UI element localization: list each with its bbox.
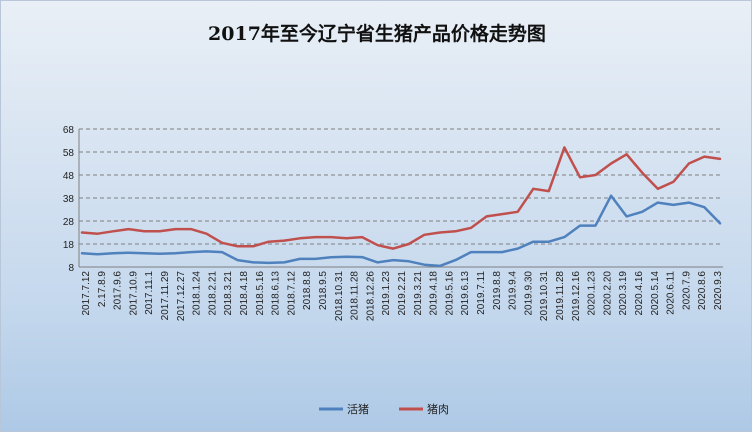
y-tick-label: 68	[63, 125, 75, 136]
x-tick-label: 2017.11.29	[160, 271, 171, 321]
y-tick-label: 38	[63, 194, 75, 205]
x-tick-label: 2020.6.11	[666, 271, 677, 315]
x-tick-label: 2020.3.19	[618, 271, 629, 316]
x-tick-label: 2018.4.18	[239, 271, 250, 316]
y-tick-label: 28	[63, 217, 75, 228]
x-tick-label: 2020.7.9	[681, 271, 692, 310]
x-tick-label: 2018.3.21	[223, 271, 234, 316]
x-tick-label: 2019.10.31	[539, 271, 550, 321]
x-tick-label: 2017.12.27	[176, 271, 187, 321]
x-tick-label: 2018.10.31	[334, 271, 345, 321]
x-tick-label: 2017.7.12	[81, 271, 92, 316]
x-tick-label: 2018.1.24	[192, 271, 203, 316]
x-tick-label: 2018.5.16	[255, 271, 266, 316]
x-tick-label: 2020.5.14	[650, 271, 661, 316]
series-line-live-hog	[80, 194, 722, 268]
x-tick-label: 2019.2.21	[397, 271, 408, 316]
x-tick-label: 2020.2.20	[602, 271, 613, 316]
x-tick-label: 2019.9.4	[508, 271, 519, 310]
legend-label: 猪肉	[427, 403, 449, 416]
x-tick-label: 2019.1.23	[381, 271, 392, 316]
x-tick-label: 2019.7.11	[476, 271, 487, 315]
x-tick-label: 2019.4.18	[429, 271, 440, 316]
x-tick-label: 2018.9.5	[318, 271, 329, 310]
chart-title: 2017年至今辽宁省生猪产品价格走势图	[208, 23, 546, 45]
x-tick-label: 2018.8.8	[302, 271, 313, 310]
x-tick-label: 2018.6.13	[271, 271, 282, 316]
x-tick-label: 2020.9.3	[713, 271, 724, 310]
x-tick-label: 2019.8.8	[492, 271, 503, 310]
x-tick-label: 2020.8.6	[697, 271, 708, 310]
x-tick-label: 2017.11.1	[144, 271, 155, 315]
x-tick-label: 2018.2.21	[207, 271, 218, 316]
x-tick-label: 2019.5.16	[444, 271, 455, 316]
x-tick-label: 2017.10.9	[128, 271, 139, 316]
x-tick-label: 2019.12.16	[571, 271, 582, 321]
x-tick-label: 2017.9.6	[113, 271, 124, 310]
x-tick-label: 2020.4.16	[634, 271, 645, 316]
x-tick-label: 2018.11.28	[350, 271, 361, 321]
y-tick-label: 58	[63, 148, 75, 159]
x-tick-label: 2019.3.21	[413, 271, 424, 316]
x-tick-label: 2.17.8.9	[97, 271, 108, 308]
x-tick-label: 2019.11.28	[555, 271, 566, 321]
x-tick-label: 2020.1.23	[587, 271, 598, 316]
x-tick-label: 2019.9.30	[523, 271, 534, 316]
y-tick-label: 48	[63, 171, 75, 182]
series-line-pork	[80, 146, 722, 250]
x-tick-label: 2019.6.13	[460, 271, 471, 316]
y-tick-label: 8	[68, 263, 74, 274]
x-tick-label: 2018.12.26	[365, 271, 376, 321]
y-tick-label: 18	[63, 240, 75, 251]
x-tick-label: 2018.7.12	[286, 271, 297, 316]
legend-label: 活猪	[347, 403, 369, 416]
